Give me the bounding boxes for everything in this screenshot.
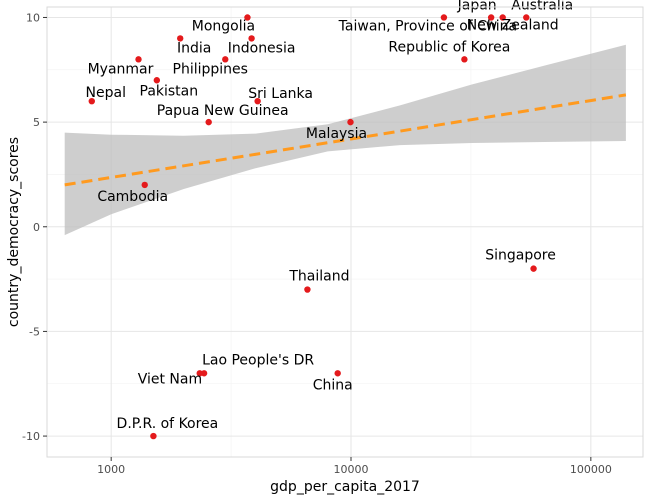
data-point xyxy=(530,265,537,272)
y-axis-title: country_democracy_scores xyxy=(6,137,22,327)
data-point xyxy=(347,118,354,126)
point-label: Lao People's DR xyxy=(202,352,314,368)
y-tick-label: 0 xyxy=(33,221,40,234)
data-point xyxy=(334,370,341,377)
point-label: New Zealand xyxy=(467,17,559,33)
x-axis: 1000 10000 100000 xyxy=(97,457,612,476)
data-point xyxy=(461,56,468,63)
point-label: Thailand xyxy=(288,269,349,285)
confidence-band xyxy=(64,44,626,236)
point-label: India xyxy=(177,40,211,56)
point-label: Indonesia xyxy=(228,40,296,56)
data-point xyxy=(440,14,448,21)
panel-border xyxy=(46,6,644,458)
point-label: D.P.R. of Korea xyxy=(117,416,219,432)
point-label: Cambodia xyxy=(97,189,168,205)
point-label: Nepal xyxy=(86,85,126,101)
point-label: Philippines xyxy=(173,61,248,77)
data-point xyxy=(523,14,530,21)
data-point xyxy=(222,56,229,63)
x-tick-label: 1000 xyxy=(97,463,125,476)
point-label: Singapore xyxy=(485,248,556,264)
point-label: Myanmar xyxy=(88,61,154,77)
y-tick-label: 5 xyxy=(33,116,40,129)
point-label: Papua New Guinea xyxy=(157,103,289,119)
data-points xyxy=(88,14,537,440)
x-tick-label: 10000 xyxy=(334,463,369,476)
data-point xyxy=(304,286,311,293)
y-axis: -10 -5 0 5 10 xyxy=(22,11,47,443)
point-label: Republic of Korea xyxy=(388,39,510,55)
data-point xyxy=(254,97,261,105)
data-point xyxy=(205,118,212,126)
data-point xyxy=(177,35,184,42)
confidence-band-area xyxy=(64,44,626,236)
point-label: Taiwan, Province of China xyxy=(338,18,517,34)
x-tick-label: 100000 xyxy=(570,463,612,476)
trend-line-path xyxy=(64,93,627,187)
point-label: Malaysia xyxy=(306,126,367,142)
data-point xyxy=(196,370,203,377)
point-label: Pakistan xyxy=(140,83,199,99)
data-point xyxy=(135,56,142,63)
trend-line xyxy=(64,93,627,187)
data-point xyxy=(248,35,255,42)
data-point xyxy=(150,432,157,440)
y-tick-label: -10 xyxy=(22,430,40,443)
point-label: Mongolia xyxy=(192,18,255,34)
x-axis-title: gdp_per_capita_2017 xyxy=(270,479,420,495)
data-point xyxy=(141,181,148,189)
point-label: China xyxy=(313,377,353,393)
point-label: Viet Nam xyxy=(138,371,202,387)
data-point xyxy=(244,14,251,21)
y-tick-label: -5 xyxy=(29,325,40,338)
y-tick-label: 10 xyxy=(26,11,40,24)
point-label: Sri Lanka xyxy=(248,86,313,102)
data-point xyxy=(499,14,506,21)
data-point xyxy=(487,14,495,21)
data-point xyxy=(88,97,95,105)
data-point xyxy=(153,77,161,84)
